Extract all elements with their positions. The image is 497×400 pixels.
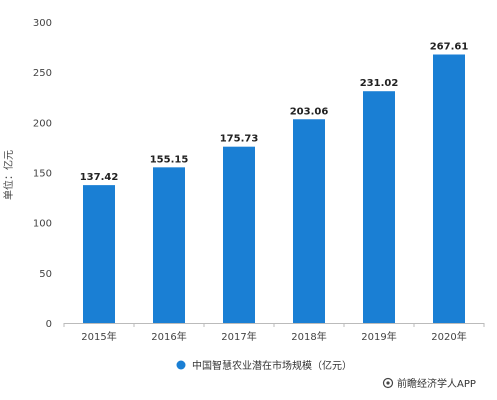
y-tick-label: 250 [33,68,52,79]
bar-value-label: 155.15 [150,154,189,165]
at-icon-center [386,381,390,385]
y-axis: 0 50 100 150 200 250 300 [33,18,52,330]
bar [83,185,115,323]
x-tick-label: 2019年 [361,330,396,343]
y-tick-label: 100 [33,219,52,230]
x-axis: 2015年 2016年 2017年 2018年 2019年 2020年 [63,323,485,343]
y-tick-label: 0 [46,319,52,330]
y-tick-label: 50 [39,269,52,280]
bar [293,119,325,324]
x-tick-label: 2018年 [291,330,326,343]
bar-value-label: 203.06 [290,106,329,117]
x-tick-label: 2020年 [431,330,466,343]
bar [153,167,185,323]
at-icon [382,377,394,389]
legend: 中国智慧农业潜在市场规模（亿元） [176,359,352,372]
legend-label: 中国智慧农业潜在市场规模（亿元） [192,359,352,372]
bar-value-label: 137.42 [80,172,119,183]
legend-marker [176,360,186,370]
y-tick-label: 200 [33,118,52,129]
y-tick-label: 300 [33,18,52,29]
credit-text: 前瞻经济学人APP [397,377,476,390]
x-tick-label: 2016年 [151,330,186,343]
x-tick-label: 2015年 [81,330,116,343]
bar-value-label: 175.73 [220,134,259,145]
credit: 前瞻经济学人APP [382,377,476,390]
bar [433,54,465,324]
x-tick-label: 2017年 [221,330,256,343]
bars: 137.42 155.15 175.73 203.06 231.02 267.61 [80,41,469,324]
bar [363,91,395,323]
y-axis-label: 单位：亿元 [2,150,15,200]
bar [223,146,255,323]
bar-value-label: 231.02 [360,78,399,89]
y-tick-label: 150 [33,169,52,180]
bar-value-label: 267.61 [430,41,469,52]
